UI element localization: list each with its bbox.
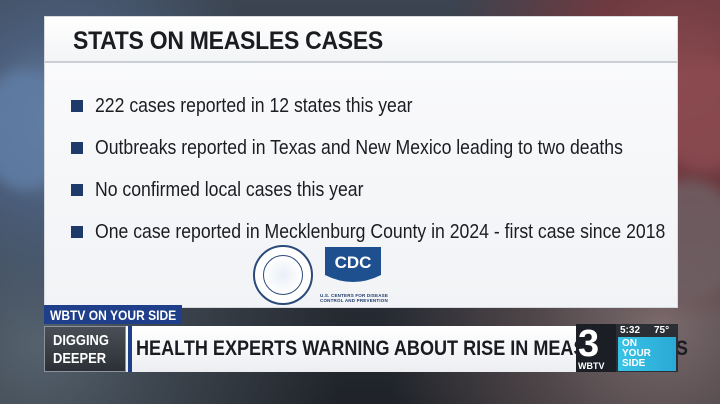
cdc-logo: CDC <box>325 247 381 282</box>
slogan-line-1: ON <box>622 338 637 349</box>
mecklenburg-county-seal-logo <box>253 245 313 305</box>
list-item: 222 cases reported in 12 states this yea… <box>71 85 671 127</box>
bullet-text: No confirmed local cases this year <box>95 178 364 201</box>
square-bullet-icon <box>71 142 83 154</box>
list-item: No confirmed local cases this year <box>71 169 671 211</box>
stats-panel: STATS ON MEASLES CASES 222 cases reporte… <box>44 16 678 308</box>
station-tag-text: WBTV ON YOUR SIDE <box>50 307 177 323</box>
slogan-line-2: YOUR <box>622 348 651 359</box>
digging-deeper-badge: DIGGING DEEPER <box>44 326 126 372</box>
channel-logo: 3 WBTV <box>576 324 616 372</box>
bullet-list: 222 cases reported in 12 states this yea… <box>71 85 671 253</box>
channel-number: 3 <box>578 323 600 365</box>
digging-line-2: DEEPER <box>53 350 107 367</box>
bullet-text: Outbreaks reported in Texas and New Mexi… <box>95 136 623 159</box>
panel-header: STATS ON MEASLES CASES <box>45 17 677 63</box>
cdc-caption: U.S. CENTERS FOR DISEASE CONTROL AND PRE… <box>320 293 389 303</box>
headline-accent-strip <box>128 326 132 372</box>
on-your-side-tag: ON YOUR SIDE <box>618 337 676 371</box>
clock-time: 5:32 <box>620 325 641 336</box>
slogan-line-3: SIDE <box>622 358 646 369</box>
seal-center-icon <box>263 255 303 295</box>
panel-title: STATS ON MEASLES CASES <box>73 27 384 55</box>
list-item: One case reported in Mecklenburg County … <box>71 211 671 253</box>
list-item: Outbreaks reported in Texas and New Mexi… <box>71 127 671 169</box>
temperature: 75° <box>654 325 670 336</box>
station-bug: 3 WBTV 5:32 75° ON YOUR SIDE <box>576 324 678 372</box>
square-bullet-icon <box>71 226 83 238</box>
time-weather-panel: 5:32 75° ON YOUR SIDE <box>616 324 678 372</box>
digging-line-1: DIGGING <box>53 332 109 349</box>
square-bullet-icon <box>71 184 83 196</box>
lower-third-bar: DIGGING DEEPER HEALTH EXPERTS WARNING AB… <box>44 326 688 372</box>
bullet-text: One case reported in Mecklenburg County … <box>95 220 666 243</box>
square-bullet-icon <box>71 100 83 112</box>
bullet-text: 222 cases reported in 12 states this yea… <box>95 94 413 117</box>
headline-text: HEALTH EXPERTS WARNING ABOUT RISE IN MEA… <box>136 337 688 360</box>
cdc-logo-text: CDC <box>335 253 372 272</box>
station-tag-bar: WBTV ON YOUR SIDE <box>44 305 182 324</box>
channel-station-name: WBTV <box>578 361 605 371</box>
